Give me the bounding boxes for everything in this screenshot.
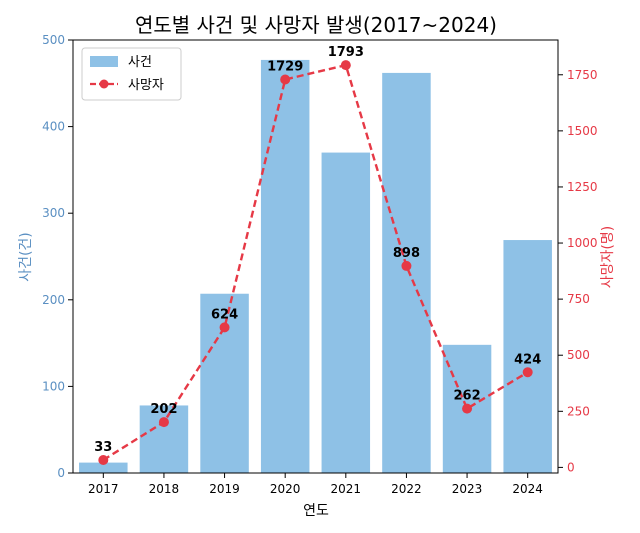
y-left-tick-label: 0 bbox=[57, 466, 65, 480]
y-axis-right: 0 250 500 750 1000 1250 1500 1750 bbox=[558, 68, 598, 474]
y-right-tick-label: 750 bbox=[567, 292, 590, 306]
x-axis: 2017 2018 2019 2020 2021 2022 2023 2024 bbox=[88, 473, 543, 496]
bar bbox=[260, 59, 310, 473]
y-right-tick-label: 1000 bbox=[567, 236, 598, 250]
x-tick-label: 2017 bbox=[88, 482, 119, 496]
line-point bbox=[522, 367, 533, 378]
bar bbox=[321, 152, 371, 473]
bars-layer bbox=[79, 59, 552, 474]
data-label: 898 bbox=[393, 246, 420, 261]
y-right-tick-label: 1500 bbox=[567, 124, 598, 138]
y-axis-left: 0 100 200 300 400 500 bbox=[42, 33, 73, 480]
legend-bar-swatch bbox=[90, 56, 118, 67]
line-point bbox=[158, 417, 169, 428]
bar bbox=[79, 462, 128, 473]
data-label: 1729 bbox=[267, 59, 303, 74]
bar bbox=[503, 240, 552, 473]
chart-title: 연도별 사건 및 사망자 발생(2017~2024) bbox=[135, 13, 497, 37]
x-axis-title: 연도 bbox=[303, 503, 329, 519]
bar bbox=[382, 72, 431, 474]
plot-frame bbox=[72, 39, 559, 474]
legend-line-label: 사망자 bbox=[128, 78, 164, 93]
y-left-tick-label: 300 bbox=[42, 206, 65, 220]
legend-bar-label: 사건 bbox=[128, 55, 152, 70]
x-tick-label: 2018 bbox=[149, 482, 180, 496]
legend: 사건 사망자 bbox=[81, 47, 182, 101]
line-point bbox=[462, 403, 473, 414]
y-axis-left-title: 사건(건) bbox=[18, 232, 34, 282]
y-left-tick-label: 500 bbox=[42, 33, 65, 47]
y-right-tick-label: 500 bbox=[567, 348, 590, 362]
line-point bbox=[401, 260, 412, 271]
data-label: 424 bbox=[514, 352, 541, 367]
y-right-tick-label: 250 bbox=[567, 404, 590, 418]
legend-line-marker bbox=[99, 79, 109, 89]
y-axis-right-title: 사망자(명) bbox=[600, 226, 616, 288]
x-tick-label: 2019 bbox=[209, 482, 240, 496]
y-right-tick-label: 1750 bbox=[567, 68, 598, 82]
data-labels-layer: 33 202 624 1729 1793 898 262 424 bbox=[94, 45, 541, 455]
x-tick-label: 2024 bbox=[512, 482, 543, 496]
x-tick-label: 2022 bbox=[391, 482, 422, 496]
line-point bbox=[98, 454, 109, 465]
data-label: 202 bbox=[150, 402, 177, 417]
bar bbox=[139, 405, 189, 473]
y-left-tick-label: 400 bbox=[42, 120, 65, 134]
y-left-tick-label: 100 bbox=[42, 379, 65, 393]
y-left-tick-label: 200 bbox=[42, 293, 65, 307]
line-point bbox=[219, 322, 230, 333]
x-tick-label: 2021 bbox=[331, 482, 362, 496]
x-tick-label: 2023 bbox=[452, 482, 483, 496]
y-right-tick-label: 0 bbox=[567, 460, 575, 474]
deaths-line bbox=[102, 63, 529, 462]
data-label: 262 bbox=[453, 389, 480, 404]
line-point bbox=[340, 60, 351, 71]
data-label: 33 bbox=[94, 440, 112, 455]
y-right-tick-label: 1250 bbox=[567, 180, 598, 194]
data-label: 624 bbox=[211, 307, 238, 322]
x-tick-label: 2020 bbox=[270, 482, 301, 496]
data-label: 1793 bbox=[328, 45, 364, 60]
line-point bbox=[280, 74, 291, 85]
line-layer bbox=[98, 60, 533, 465]
